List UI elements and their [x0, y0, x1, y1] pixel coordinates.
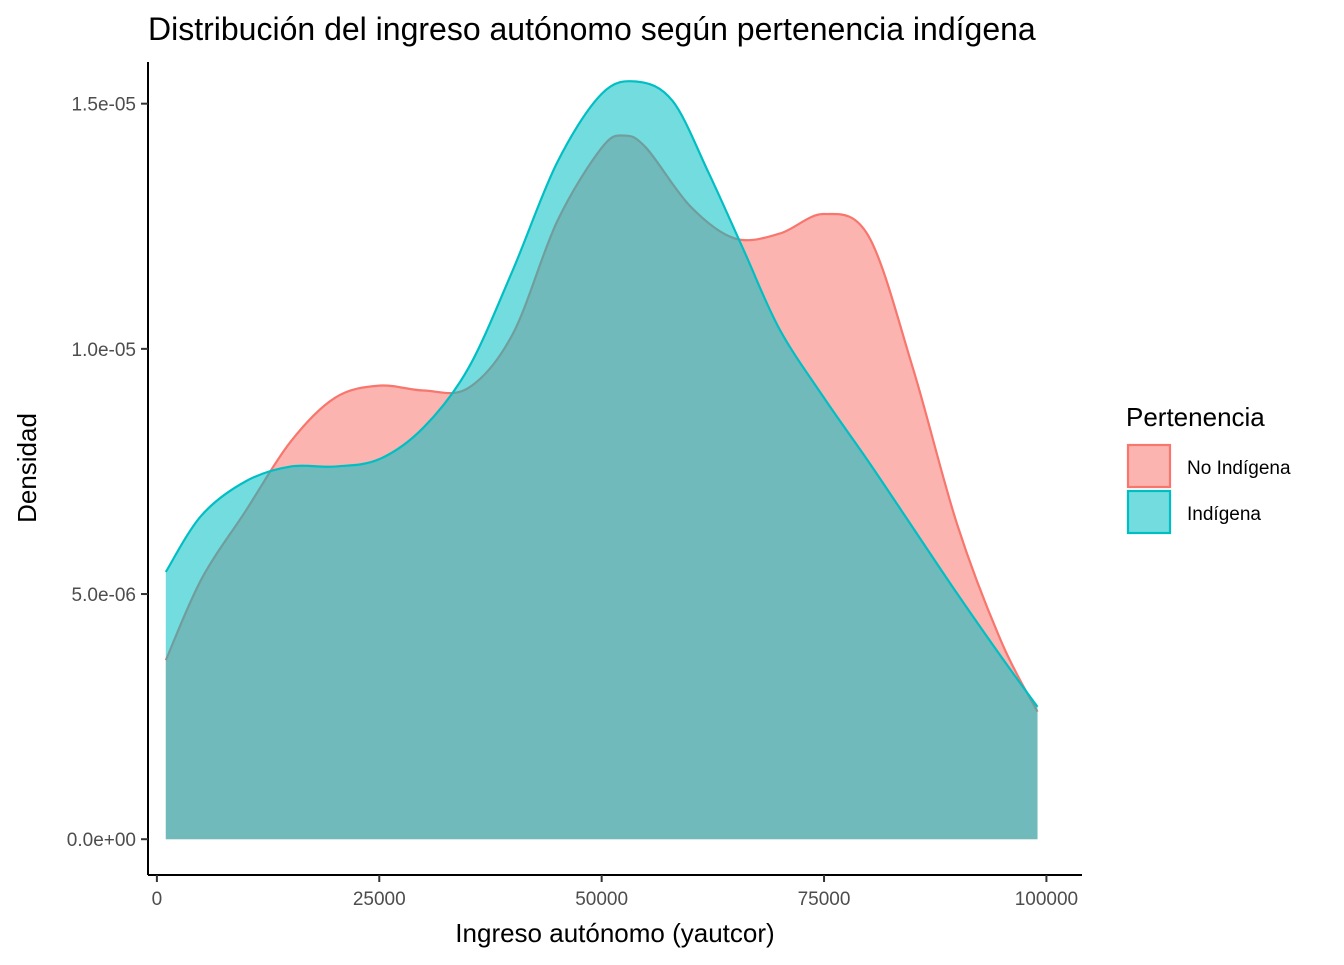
legend: Pertenencia No Indígena Indígena: [1126, 402, 1291, 535]
x-axis-ticks: 0 25000 50000 75000 100000: [152, 875, 1078, 910]
legend-title: Pertenencia: [1126, 402, 1265, 432]
x-tick-label: 100000: [1015, 889, 1078, 910]
legend-items: No Indígena Indígena: [1126, 443, 1291, 535]
x-axis-title: Ingreso autónomo (yautcor): [455, 918, 774, 948]
y-axis-title: Densidad: [12, 413, 42, 523]
x-tick-label: 25000: [353, 889, 406, 910]
legend-label-indigena: Indígena: [1187, 504, 1261, 525]
y-axis-ticks: 0.0e+00 5.0e-06 1.0e-05 1.5e-05: [67, 95, 148, 851]
legend-label-no-indigena: No Indígena: [1187, 458, 1291, 479]
y-tick-label: 5.0e-06: [72, 585, 136, 606]
axes: 0 25000 50000 75000 100000 0.0e+00 5.0e-06 1.0…: [67, 62, 1082, 910]
y-tick-label: 0.0e+00: [67, 830, 136, 851]
y-tick-label: 1.5e-05: [72, 95, 136, 116]
y-tick-label: 1.0e-05: [72, 340, 136, 361]
legend-swatch-no-indigena: [1126, 443, 1172, 489]
chart-title: Distribución del ingreso autónomo según …: [148, 11, 1036, 47]
density-area-indigena: [165, 81, 1038, 840]
x-tick-label: 75000: [798, 889, 851, 910]
density-areas: [164, 80, 1039, 840]
legend-swatch-indigena: [1126, 489, 1172, 535]
density-line-indigena: [164, 80, 1039, 708]
x-tick-label: 50000: [575, 889, 628, 910]
x-tick-label: 0: [152, 889, 163, 910]
